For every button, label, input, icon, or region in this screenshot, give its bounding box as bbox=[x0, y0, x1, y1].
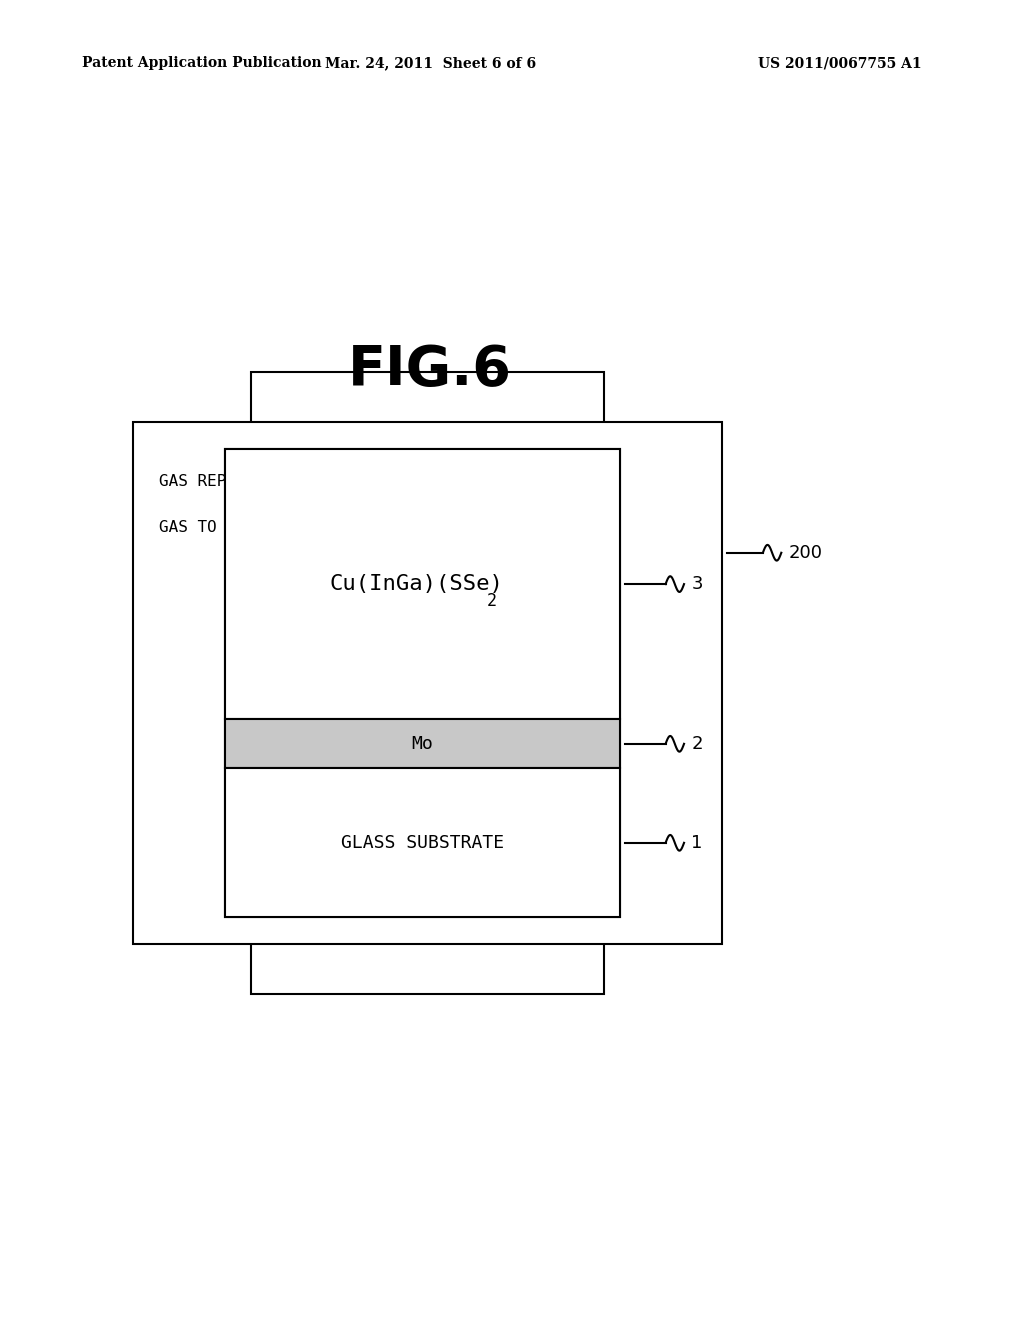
Bar bbox=[225, 449, 620, 917]
Text: 2: 2 bbox=[691, 735, 702, 752]
Text: GAS TO DILUTED H: GAS TO DILUTED H bbox=[159, 520, 312, 536]
Text: Mo: Mo bbox=[412, 735, 433, 752]
Text: 2: 2 bbox=[271, 533, 279, 546]
Bar bbox=[225, 768, 620, 917]
Bar bbox=[251, 941, 604, 994]
Text: Se: Se bbox=[376, 474, 394, 490]
Bar bbox=[225, 449, 620, 719]
Text: 3: 3 bbox=[691, 576, 702, 593]
Text: S GAS: S GAS bbox=[278, 520, 326, 536]
Bar bbox=[225, 719, 620, 768]
Text: 1: 1 bbox=[691, 834, 702, 851]
Bar bbox=[133, 422, 722, 944]
Text: Patent Application Publication: Patent Application Publication bbox=[82, 57, 322, 70]
Text: 2: 2 bbox=[370, 487, 377, 500]
Text: 200: 200 bbox=[788, 544, 822, 562]
Text: 2: 2 bbox=[486, 593, 497, 610]
Text: Cu(InGa)(SSe): Cu(InGa)(SSe) bbox=[330, 574, 503, 594]
Text: US 2011/0067755 A1: US 2011/0067755 A1 bbox=[758, 57, 922, 70]
Text: GLASS SUBSTRATE: GLASS SUBSTRATE bbox=[341, 834, 504, 851]
Text: FIG.6: FIG.6 bbox=[348, 343, 512, 396]
Text: GAS REPLACEMENT FROM DILUTED H: GAS REPLACEMENT FROM DILUTED H bbox=[159, 474, 447, 490]
Bar bbox=[251, 372, 604, 425]
Text: Mar. 24, 2011  Sheet 6 of 6: Mar. 24, 2011 Sheet 6 of 6 bbox=[325, 57, 536, 70]
